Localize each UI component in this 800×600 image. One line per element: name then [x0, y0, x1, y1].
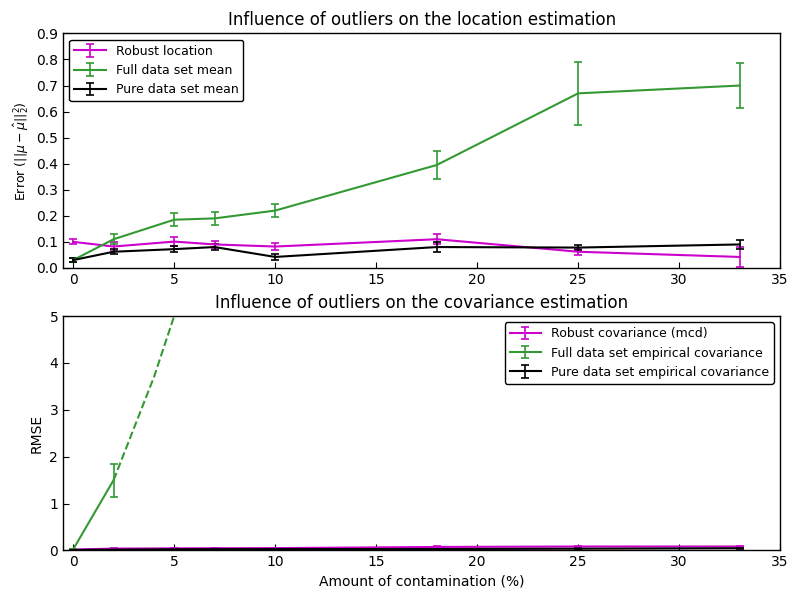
Legend: Robust covariance (mcd), Full data set empirical covariance, Pure data set empir: Robust covariance (mcd), Full data set e… — [505, 322, 774, 384]
Y-axis label: RMSE: RMSE — [30, 413, 44, 453]
Y-axis label: Error ($||\mu - \hat{\mu}||_2^2$): Error ($||\mu - \hat{\mu}||_2^2$) — [11, 101, 30, 200]
Title: Influence of outliers on the location estimation: Influence of outliers on the location es… — [227, 11, 616, 29]
Title: Influence of outliers on the covariance estimation: Influence of outliers on the covariance … — [215, 293, 628, 311]
Legend: Robust location, Full data set mean, Pure data set mean: Robust location, Full data set mean, Pur… — [70, 40, 243, 101]
X-axis label: Amount of contamination (%): Amount of contamination (%) — [319, 575, 524, 589]
